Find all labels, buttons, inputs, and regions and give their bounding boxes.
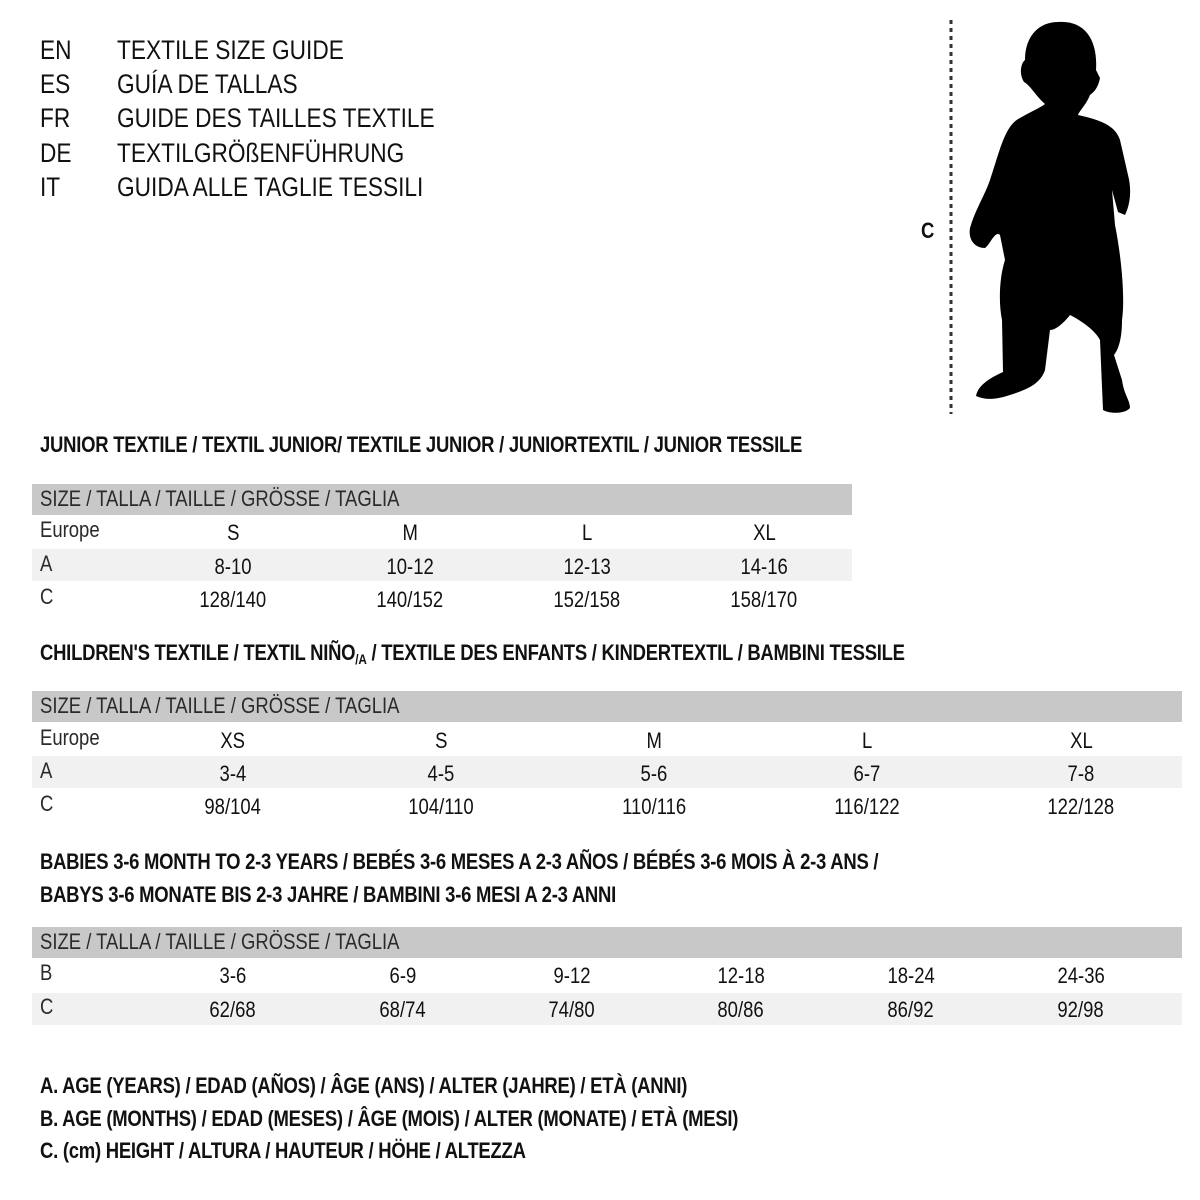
lang-code: FR <box>40 103 71 133</box>
table-cell: 68/74 <box>379 997 427 1022</box>
table-cell: M <box>402 520 418 545</box>
table-cell: 110/116 <box>621 794 687 819</box>
table-cell: 18-24 <box>887 963 935 988</box>
babies-heading-2: BABYS 3-6 MONATE BIS 2-3 JAHRE / BAMBINI… <box>40 882 616 907</box>
lang-code: DE <box>40 138 72 168</box>
table-cell: 116/122 <box>834 794 900 819</box>
table-cell: 6-9 <box>389 963 417 988</box>
title-text: GUIDE DES TAILLES TEXTILE <box>117 103 435 133</box>
row-stripe <box>32 549 852 581</box>
table-cell: S <box>434 728 448 753</box>
row-label: A <box>40 551 53 576</box>
table-cell: 128/140 <box>199 587 267 612</box>
table-cell: XL <box>1069 728 1093 753</box>
table-cell: 12-13 <box>563 554 611 579</box>
legend-a: A. AGE (YEARS) / EDAD (AÑOS) / ÂGE (ANS)… <box>40 1073 688 1098</box>
table-cell: 98/104 <box>204 794 262 819</box>
table-cell: XS <box>220 728 246 753</box>
title-text: TEXTILE SIZE GUIDE <box>117 35 344 65</box>
lang-code: ES <box>40 69 71 99</box>
table-cell: 74/80 <box>548 997 596 1022</box>
table-cell: 3-6 <box>219 963 247 988</box>
table-cell: 122/128 <box>1047 794 1115 819</box>
table-cell: 7-8 <box>1067 761 1095 786</box>
table-cell: 152/158 <box>553 587 621 612</box>
table-cell: 8-10 <box>214 554 252 579</box>
legend-b: B. AGE (MONTHS) / EDAD (MESES) / ÂGE (MO… <box>40 1106 739 1131</box>
child-silhouette-icon <box>949 20 1131 414</box>
table-cell: 12-18 <box>717 963 765 988</box>
table-cell: 5-6 <box>640 761 668 786</box>
table-cell: 158/170 <box>730 587 798 612</box>
table-cell: 140/152 <box>376 587 444 612</box>
table-cell: 14-16 <box>740 554 788 579</box>
table-cell: 80/86 <box>717 997 765 1022</box>
title-text: TEXTILGRÖßENFÜHRUNG <box>117 138 405 168</box>
table-cell: L <box>861 728 873 753</box>
table-cell: 24-36 <box>1057 963 1105 988</box>
row-stripe <box>32 756 1182 788</box>
row-label: C <box>40 584 54 609</box>
babies-size-header: SIZE / TALLA / TAILLE / GRÖSSE / TAGLIA <box>32 927 1182 958</box>
row-label: Europe <box>40 517 100 542</box>
lang-code: EN <box>40 35 72 65</box>
table-cell: 4-5 <box>427 761 455 786</box>
title-text: GUIDA ALLE TAGLIE TESSILI <box>117 172 424 202</box>
junior-heading: JUNIOR TEXTILE / TEXTIL JUNIOR/ TEXTILE … <box>40 432 803 457</box>
table-cell: M <box>646 728 662 753</box>
row-label: C <box>40 791 54 816</box>
table-cell: 3-4 <box>219 761 247 786</box>
junior-size-header: SIZE / TALLA / TAILLE / GRÖSSE / TAGLIA <box>32 484 852 515</box>
table-cell: 10-12 <box>386 554 434 579</box>
row-label: Europe <box>40 725 100 750</box>
row-label: A <box>40 758 53 783</box>
table-cell: 104/110 <box>408 794 474 819</box>
children-heading: CHILDREN'S TEXTILE / TEXTIL NIÑO/A / TEX… <box>40 640 905 667</box>
legend-c: C. (cm) HEIGHT / ALTURA / HAUTEUR / HÖHE… <box>40 1138 526 1163</box>
table-cell: 9-12 <box>553 963 591 988</box>
table-cell: 92/98 <box>1057 997 1105 1022</box>
children-size-header: SIZE / TALLA / TAILLE / GRÖSSE / TAGLIA <box>32 691 1182 722</box>
table-cell: 86/92 <box>887 997 935 1022</box>
row-label: C <box>40 994 54 1019</box>
lang-code: IT <box>40 172 61 202</box>
measure-label: C <box>921 218 935 243</box>
table-cell: 62/68 <box>209 997 257 1022</box>
row-stripe <box>32 993 1182 1025</box>
title-text: GUÍA DE TALLAS <box>117 69 298 99</box>
table-cell: XL <box>752 520 776 545</box>
row-label: B <box>40 960 53 985</box>
babies-heading-1: BABIES 3-6 MONTH TO 2-3 YEARS / BEBÉS 3-… <box>40 849 879 874</box>
table-cell: L <box>581 520 593 545</box>
table-cell: 6-7 <box>853 761 881 786</box>
table-cell: S <box>226 520 240 545</box>
